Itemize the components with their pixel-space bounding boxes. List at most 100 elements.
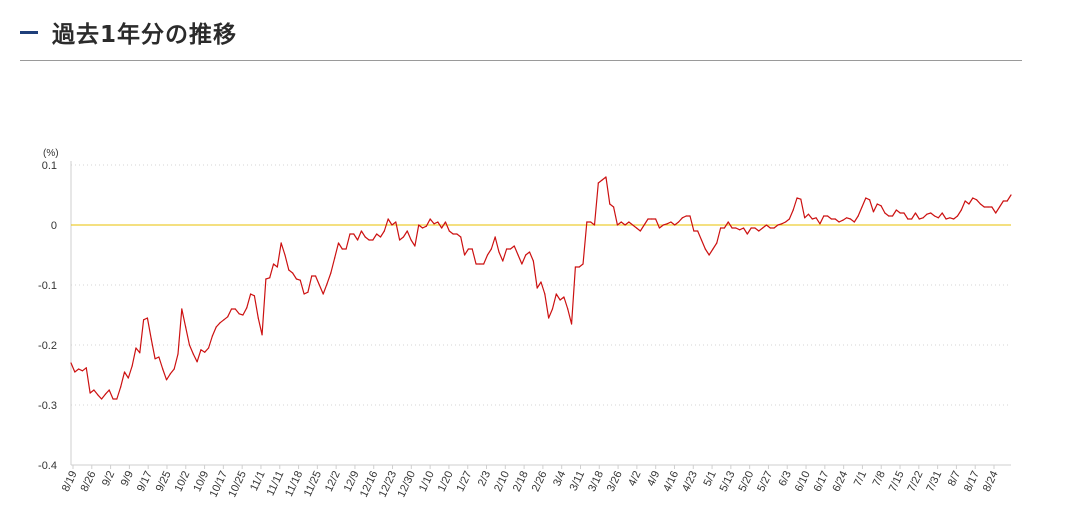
data-point [922,217,924,219]
data-point [834,218,836,220]
x-tick-label: 12/9 [342,469,362,493]
data-point [173,368,175,370]
data-point [475,263,477,265]
x-tick-label: 2/3 [476,469,493,488]
data-point [265,278,267,280]
data-point [758,230,760,232]
data-point [666,223,668,225]
y-tick-label: 0.1 [42,160,57,172]
x-tick-label: 9/17 [135,469,155,493]
data-point [387,218,389,220]
data-point [253,295,256,297]
data-point [165,379,168,381]
x-tick-label: 7/22 [906,469,926,493]
data-point [223,319,225,321]
x-axis: 8/198/26 9/2 9/99/179/2510/210/910/1710/25… [60,464,1011,499]
data-point [211,335,213,337]
data-point [872,211,875,213]
x-tick-label: 6/24 [830,469,850,493]
data-point [846,217,848,219]
data-point [322,293,324,295]
data-point [567,308,569,310]
data-point [972,197,974,199]
data-point [108,389,110,391]
data-point [93,389,95,391]
y-axis: 0.1 0 -0.1 -0.2 -0.3 -0.4 [38,160,72,472]
data-point [578,266,580,268]
data-point [498,251,500,253]
data-point [605,176,607,178]
data-point [926,213,928,215]
data-point [525,254,527,256]
data-point [754,227,756,229]
data-point [448,230,450,232]
data-point [502,260,504,262]
data-point [888,215,890,217]
data-point [838,221,840,223]
data-point [635,227,638,229]
data-point [773,227,775,229]
data-point [284,254,286,256]
data-point [800,198,802,200]
x-tick-label: 11/25 [302,469,324,498]
data-point [750,227,752,229]
data-point [983,206,985,208]
data-point [807,213,810,215]
data-point [574,266,576,268]
data-point [437,221,439,223]
data-point [139,352,141,354]
data-point [548,317,550,319]
data-point [441,227,443,229]
data-point [765,224,768,226]
x-tick-label: 7/1 [852,469,869,488]
data-point [651,218,653,220]
data-point [933,215,936,217]
x-tick-label: 6/3 [777,469,794,488]
data-point [158,356,160,358]
y-axis-unit-label: (%) [43,148,59,159]
data-point [616,224,619,226]
data-point [295,278,298,280]
data-point [246,307,248,309]
x-tick-label: 10/9 [191,469,211,493]
data-point [204,351,206,353]
x-tick-label: 1/20 [436,469,456,493]
data-point [418,224,420,226]
data-point [162,368,164,370]
data-point [143,319,145,321]
x-tick-label: 10/2 [173,469,193,493]
data-point [89,392,91,394]
data-point [655,218,657,220]
data-point [956,215,959,217]
data-point [242,314,244,316]
data-point [559,299,561,301]
data-point [884,212,886,214]
data-point [849,218,852,220]
data-point [100,398,103,400]
x-tick-label: 10/25 [226,469,249,499]
data-point [1010,194,1012,196]
data-point [215,326,217,328]
data-point [857,215,859,217]
x-tick-label: 3/26 [605,469,625,493]
data-point [356,239,359,241]
data-point [979,203,982,205]
data-point [249,293,252,295]
x-tick-label: 7/15 [887,469,907,493]
data-point [842,219,844,221]
data-point [987,206,989,208]
data-point [815,217,817,219]
data-point [700,239,703,241]
data-point [895,209,897,211]
data-point [555,293,557,295]
x-tick-label: 8/17 [962,469,982,493]
data-point [230,308,233,310]
data-point [719,227,722,229]
data-point [513,245,515,247]
data-point [647,218,649,220]
x-tick-label: 6/17 [812,469,832,493]
data-point [784,221,787,223]
data-point [861,206,863,208]
data-point [280,242,282,244]
data-point [85,367,87,369]
